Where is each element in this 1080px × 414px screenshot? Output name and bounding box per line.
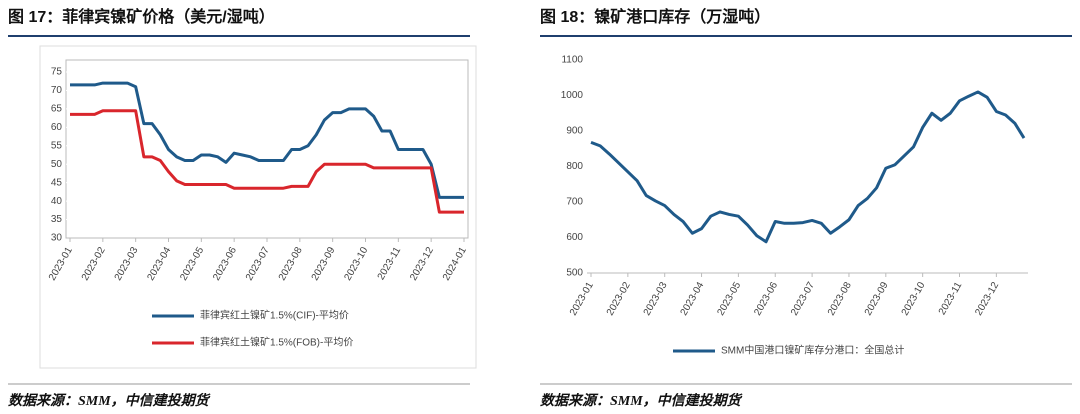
x-tick-label: 2023-07 — [789, 280, 817, 318]
legend-label: 菲律宾红土镍矿1.5%(FOB)-平均价 — [200, 336, 353, 349]
x-tick-label: 2023-10 — [900, 280, 928, 318]
x-tick-label: 2023-01 — [568, 280, 596, 318]
y-tick-label: 500 — [566, 268, 583, 279]
x-tick-label: 2023-12 — [973, 280, 1001, 318]
x-tick-label: 2023-06 — [211, 245, 239, 283]
y-tick-label: 65 — [51, 104, 63, 115]
y-tick-label: 60 — [51, 122, 63, 133]
x-tick-label: 2023-09 — [310, 245, 338, 283]
source: 数据来源：SMM，中信建投期货 — [8, 392, 211, 409]
x-tick-label: 2023-08 — [826, 280, 854, 318]
x-tick-label: 2023-02 — [80, 245, 108, 283]
x-tick-label: 2023-08 — [277, 245, 305, 283]
source: 数据来源：SMM，中信建投期货 — [540, 392, 743, 409]
y-tick-label: 50 — [51, 159, 63, 170]
x-tick-label: 2023-03 — [642, 280, 670, 318]
y-tick-label: 75 — [51, 67, 63, 78]
series-line — [70, 81, 464, 199]
y-tick-label: 55 — [51, 140, 63, 151]
x-tick-label: 2023-07 — [244, 245, 272, 283]
x-tick-label: 2023-05 — [715, 280, 743, 318]
y-tick-label: 700 — [566, 197, 583, 208]
y-tick-label: 35 — [51, 214, 63, 225]
y-tick-label: 30 — [51, 233, 63, 244]
x-tick-label: 2023-04 — [679, 280, 707, 318]
chart-frame — [39, 45, 477, 369]
y-tick-label: 1000 — [561, 90, 584, 101]
series-line — [590, 90, 1026, 244]
y-tick-label: 40 — [51, 196, 63, 207]
x-tick-label: 2023-02 — [605, 280, 633, 318]
x-tick-label: 2024-01 — [441, 245, 469, 283]
chart-title: 图 17：菲律宾镍矿价格（美元/湿吨） — [8, 7, 275, 26]
chart-title: 图 18：镍矿港口库存（万湿吨） — [540, 7, 770, 26]
x-tick-label: 2023-04 — [146, 245, 174, 283]
x-tick-label: 2023-03 — [113, 245, 141, 283]
x-tick-label: 2023-11 — [937, 280, 965, 317]
x-tick-label: 2023-09 — [863, 280, 891, 318]
y-tick-label: 900 — [566, 126, 583, 137]
x-tick-label: 2023-10 — [343, 245, 371, 283]
y-tick-label: 70 — [51, 85, 63, 96]
x-tick-label: 2023-05 — [178, 245, 206, 283]
x-tick-label: 2023-12 — [408, 245, 436, 283]
y-tick-label: 800 — [566, 161, 583, 172]
y-tick-label: 45 — [51, 177, 63, 188]
legend-label: SMM中国港口镍矿库存分港口：全国总计 — [721, 344, 904, 357]
y-tick-label: 1100 — [561, 55, 583, 66]
y-tick-label: 600 — [566, 232, 583, 243]
x-tick-label: 2023-11 — [376, 245, 404, 282]
x-tick-label: 2023-01 — [47, 245, 75, 283]
series-line — [70, 109, 464, 214]
legend-label: 菲律宾红土镍矿1.5%(CIF)-平均价 — [200, 309, 349, 322]
x-tick-label: 2023-06 — [752, 280, 780, 318]
